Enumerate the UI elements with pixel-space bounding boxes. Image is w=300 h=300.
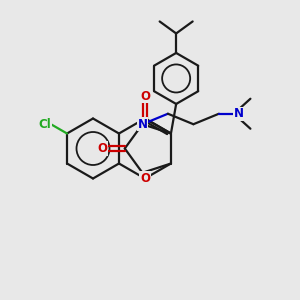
Text: O: O	[140, 89, 150, 103]
Text: O: O	[140, 172, 150, 185]
Text: Cl: Cl	[39, 118, 51, 131]
Text: N: N	[234, 107, 244, 120]
Text: N: N	[137, 118, 147, 131]
Text: O: O	[97, 142, 107, 155]
